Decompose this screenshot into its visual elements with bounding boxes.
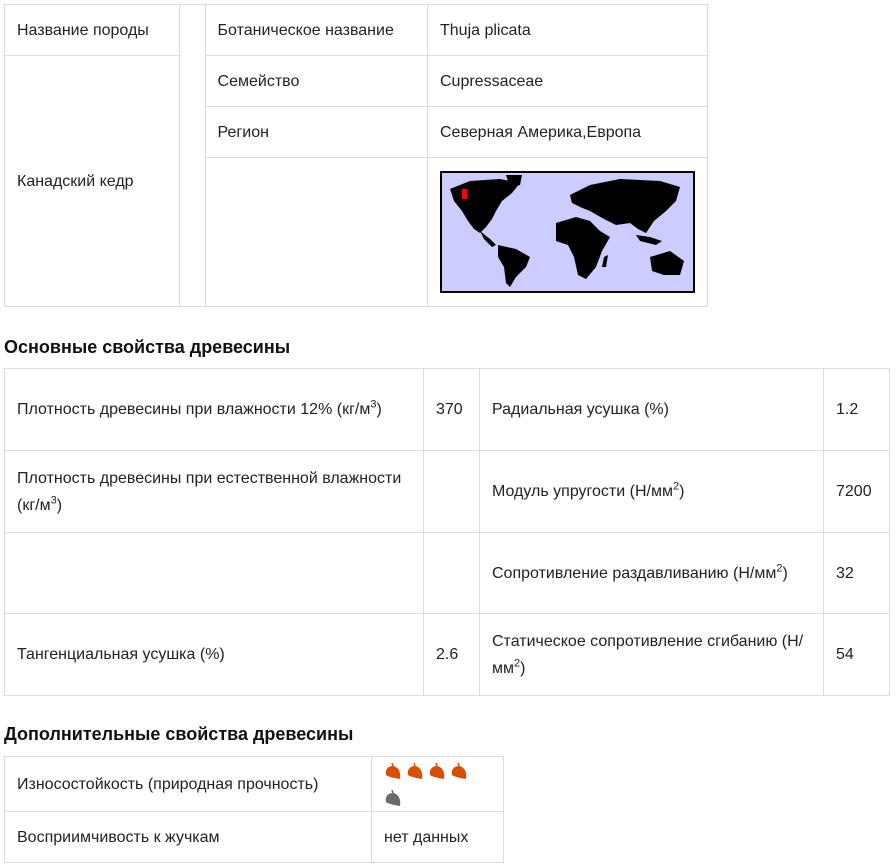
basic-properties-heading: Основные свойства древесины (4, 337, 291, 357)
family-label: Семейство (204, 55, 429, 107)
crush-label: Сопротивление раздавливанию (Н/мм2) (479, 532, 824, 614)
extra-properties-table: Износостойкость (природная прочность) Во… (4, 756, 504, 863)
botanical-value: Thuja plicata (427, 4, 708, 56)
map-land (450, 175, 684, 287)
spacer-cell (178, 4, 206, 307)
density12-value: 370 (423, 368, 480, 451)
family-value: Cupressaceae (427, 55, 708, 107)
radial-label: Радиальная усушка (%) (479, 368, 824, 451)
leaf-icon (385, 762, 401, 779)
density-natural-label: Плотность древесины при естественной вла… (4, 450, 424, 533)
leaf-icon (451, 762, 467, 779)
region-label: Регион (204, 106, 429, 158)
durability-rating (371, 756, 504, 812)
world-map (440, 171, 695, 293)
leaf-icon (385, 789, 401, 806)
bending-value: 54 (823, 613, 890, 696)
central-america (480, 231, 496, 247)
species-table: Название породы Ботаническое название Th… (4, 4, 708, 307)
region-highlight (462, 189, 467, 199)
beetle-label: Восприимчивость к жучкам (4, 811, 372, 863)
greenland (506, 175, 522, 187)
europe-asia (570, 179, 680, 233)
density12-label: Плотность древесины при влажности 12% (к… (4, 368, 424, 451)
map-cell (427, 157, 708, 307)
north-america (450, 179, 520, 233)
tangential-label: Тангенциальная усушка (%) (4, 613, 424, 696)
durability-label: Износостойкость (природная прочность) (4, 756, 372, 812)
empty-cell (4, 532, 424, 614)
africa (556, 217, 610, 279)
name-value: Канадский кедр (4, 55, 180, 307)
south-america (498, 245, 530, 287)
madagascar (602, 255, 608, 267)
botanical-label: Ботаническое название (204, 4, 429, 56)
region-value: Северная Америка,Европа (427, 106, 708, 158)
name-label: Название породы (4, 4, 180, 56)
empty-cell (204, 157, 429, 307)
australia (650, 251, 684, 275)
southeast-asia (636, 235, 662, 245)
empty-cell (423, 532, 480, 614)
bending-label: Статическое сопротивление сгибанию (Н/мм… (479, 613, 824, 696)
leaf-icon (429, 762, 445, 779)
crush-value: 32 (823, 532, 890, 614)
density-natural-value (423, 450, 480, 533)
basic-properties-table: Плотность древесины при влажности 12% (к… (4, 368, 890, 696)
radial-value: 1.2 (823, 368, 890, 451)
tangential-value: 2.6 (423, 613, 480, 696)
extra-properties-heading: Дополнительные свойства древесины (4, 724, 354, 744)
elasticity-value: 7200 (823, 450, 890, 533)
elasticity-label: Модуль упругости (Н/мм2) (479, 450, 824, 533)
beetle-value: нет данных (371, 811, 504, 863)
leaf-icon (407, 762, 423, 779)
